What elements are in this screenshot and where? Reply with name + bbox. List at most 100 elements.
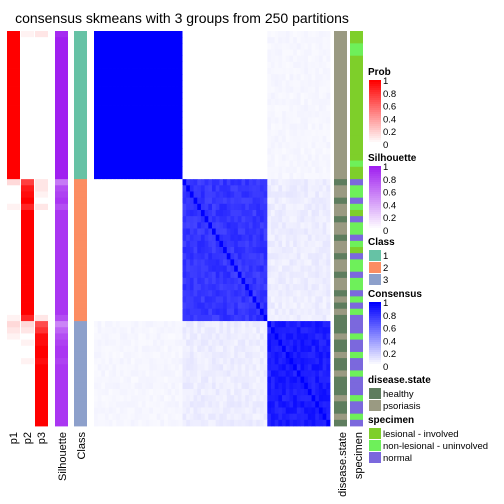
disease-state-cell bbox=[334, 55, 347, 63]
consensus-cell bbox=[97, 358, 102, 365]
consensus-cell bbox=[200, 123, 206, 131]
consensus-cell bbox=[186, 68, 191, 75]
consensus-cell bbox=[289, 203, 294, 211]
consensus-cell bbox=[296, 129, 301, 137]
consensus-cell bbox=[186, 321, 191, 328]
consensus-cell bbox=[178, 327, 183, 334]
consensus-cell bbox=[219, 154, 224, 162]
consensus-cell bbox=[263, 222, 268, 229]
consensus-cell bbox=[215, 92, 220, 100]
consensus-cell bbox=[300, 234, 305, 242]
consensus-cell bbox=[278, 314, 283, 322]
consensus-cell bbox=[149, 179, 154, 186]
consensus-cell bbox=[94, 209, 99, 217]
consensus-cell bbox=[248, 253, 253, 260]
consensus-cell bbox=[230, 370, 235, 378]
consensus-cell bbox=[156, 179, 161, 186]
consensus-cell bbox=[315, 290, 320, 297]
consensus-cell bbox=[204, 228, 209, 236]
consensus-cell bbox=[164, 216, 169, 223]
consensus-cell bbox=[119, 142, 124, 149]
consensus-cell bbox=[304, 148, 309, 155]
consensus-cell bbox=[307, 290, 312, 297]
consensus-cell bbox=[296, 68, 301, 75]
consensus-cell bbox=[130, 234, 135, 242]
consensus-cell bbox=[171, 240, 176, 248]
consensus-cell bbox=[94, 302, 99, 310]
consensus-cell bbox=[245, 197, 250, 205]
consensus-cell bbox=[164, 197, 169, 205]
consensus-cell bbox=[237, 31, 242, 38]
consensus-cell bbox=[215, 247, 220, 254]
consensus-cell bbox=[197, 259, 202, 266]
consensus-cell bbox=[241, 296, 246, 303]
consensus-cell bbox=[282, 197, 287, 205]
consensus-cell bbox=[263, 314, 268, 322]
consensus-cell bbox=[315, 302, 320, 310]
consensus-cell bbox=[164, 345, 169, 353]
consensus-cell bbox=[259, 179, 265, 186]
consensus-cell bbox=[182, 413, 187, 421]
consensus-cell bbox=[141, 80, 147, 87]
consensus-cell bbox=[145, 160, 150, 168]
consensus-cell bbox=[167, 407, 172, 415]
consensus-cell bbox=[105, 358, 110, 365]
consensus-cell bbox=[208, 135, 213, 143]
consensus-cell bbox=[245, 49, 250, 57]
consensus-cell bbox=[223, 185, 228, 192]
consensus-cell bbox=[311, 358, 316, 365]
consensus-cell bbox=[215, 296, 220, 303]
consensus-cell bbox=[315, 358, 320, 365]
specimen-cell bbox=[350, 203, 363, 211]
consensus-cell bbox=[326, 321, 331, 328]
consensus-cell bbox=[230, 123, 235, 131]
consensus-cell bbox=[189, 203, 194, 211]
consensus-cell bbox=[248, 308, 253, 316]
consensus-cell bbox=[326, 370, 331, 378]
consensus-cell bbox=[289, 80, 294, 87]
consensus-cell bbox=[278, 240, 283, 248]
consensus-cell bbox=[326, 197, 331, 205]
consensus-cell bbox=[293, 105, 298, 112]
consensus-cell bbox=[278, 117, 283, 124]
column-label: Silhouette bbox=[57, 432, 69, 481]
class-column bbox=[74, 31, 87, 427]
consensus-cell bbox=[193, 92, 198, 100]
consensus-cell bbox=[127, 382, 132, 390]
consensus-cell bbox=[219, 284, 224, 291]
consensus-cell bbox=[293, 240, 298, 248]
consensus-cell bbox=[182, 382, 187, 390]
consensus-cell bbox=[108, 68, 113, 75]
consensus-cell bbox=[116, 172, 121, 180]
consensus-cell bbox=[300, 55, 305, 63]
consensus-cell bbox=[193, 407, 198, 415]
consensus-cell bbox=[278, 395, 283, 402]
prob-cell-p1 bbox=[7, 247, 20, 254]
consensus-cell bbox=[108, 197, 113, 205]
consensus-cell bbox=[160, 160, 165, 168]
consensus-cell bbox=[123, 31, 128, 38]
consensus-cell bbox=[141, 172, 147, 180]
consensus-cell bbox=[300, 74, 305, 81]
consensus-cell bbox=[105, 370, 110, 378]
consensus-cell bbox=[186, 92, 191, 100]
consensus-cell bbox=[278, 216, 283, 223]
consensus-cell bbox=[241, 333, 246, 340]
consensus-cell bbox=[322, 185, 327, 192]
consensus-cell bbox=[160, 203, 165, 211]
consensus-cell bbox=[119, 395, 124, 402]
consensus-cell bbox=[149, 395, 154, 402]
consensus-cell bbox=[256, 253, 261, 260]
consensus-cell bbox=[94, 351, 99, 359]
prob-cell-p3 bbox=[35, 55, 48, 63]
consensus-cell bbox=[167, 216, 172, 223]
prob-legend-swatch bbox=[369, 100, 381, 103]
consensus-cell bbox=[318, 92, 324, 100]
consensus-cell bbox=[278, 401, 283, 408]
consensus-cell bbox=[193, 129, 198, 137]
consensus-cell bbox=[293, 228, 298, 236]
consensus-cell bbox=[127, 259, 132, 266]
consensus-cell bbox=[278, 388, 283, 396]
consensus-cell bbox=[101, 240, 106, 248]
consensus-cell bbox=[237, 55, 242, 63]
